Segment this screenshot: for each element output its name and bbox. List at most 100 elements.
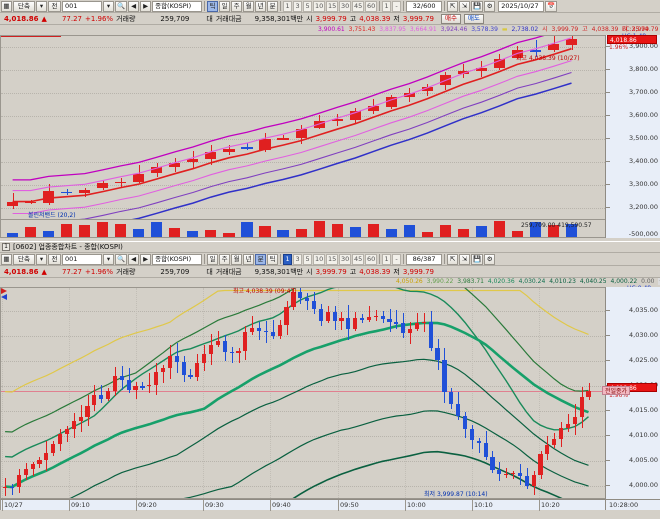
unit-week-button[interactable]: 주 [231, 0, 243, 12]
step-one-button-lower[interactable]: 1 [382, 253, 392, 265]
period-3-lower[interactable]: 3 [293, 253, 303, 265]
unit-day-button[interactable]: 일 [219, 0, 231, 12]
zoom-out-icon-lower[interactable]: ⇱ [447, 253, 459, 265]
zoom-out-icon[interactable]: ⇱ [447, 0, 459, 12]
unit-tick-button[interactable]: 틱 [207, 0, 219, 12]
calendar-icon[interactable]: 📅 [545, 0, 558, 12]
lower-candle-body [167, 356, 172, 368]
unit-tick-button-lower[interactable]: 틱 [267, 253, 279, 265]
quote-price: 4,018.86 [4, 14, 39, 23]
legend-ma-1: 4,050.26 [396, 278, 423, 285]
unit-day-button-lower[interactable]: 일 [207, 253, 219, 265]
chevron-down-icon-lower[interactable]: ▾ [36, 253, 47, 265]
lower-y-tickmark [606, 310, 610, 311]
period-5[interactable]: 5 [303, 0, 313, 12]
upper-candle-body [439, 74, 451, 86]
nav-prev-button-lower[interactable]: ◀ [128, 253, 140, 265]
nav-next-button[interactable]: ▶ [140, 0, 152, 12]
lower-y-tick: 4,035.00 [629, 306, 658, 314]
upper-y-axis[interactable]: 3,900.00 3,800.00 3,700.00 3,600.00 3,500.00… [605, 35, 660, 220]
upper-candle-body [493, 58, 505, 68]
search-icon[interactable]: 🔍 [115, 0, 128, 12]
step-minus-button[interactable]: - [392, 0, 402, 12]
code-input-lower[interactable]: 001 [62, 253, 102, 265]
unit-year-button-lower[interactable]: 년 [243, 253, 255, 265]
chart-overlay-lines [12, 36, 572, 219]
period-45-lower[interactable]: 45 [352, 253, 365, 265]
unit-min-button-lower[interactable]: 분 [255, 253, 267, 265]
symbol-combo[interactable]: 종합(KOSPI) [152, 0, 203, 12]
unit-month-button-lower[interactable]: 월 [231, 253, 243, 265]
upper-plot-area[interactable] [0, 35, 605, 220]
lower-candle-body [510, 473, 516, 475]
lower-low-note: 최저 3,999.87 (10:14) [424, 491, 488, 498]
market-select-lower[interactable]: 전 [48, 253, 61, 265]
chevron-down-icon-code-lower[interactable]: ▾ [103, 253, 114, 265]
step-minus-button-lower[interactable]: - [392, 253, 402, 265]
lower-plot-area[interactable] [0, 287, 605, 499]
period-1-lower[interactable]: 1 [283, 253, 293, 265]
period-30[interactable]: 30 [339, 0, 352, 12]
lower-candle-body [517, 473, 523, 477]
step-one-button[interactable]: 1 [382, 0, 392, 12]
period-1[interactable]: 1 [283, 0, 293, 12]
zoom-in-icon[interactable]: ⇲ [459, 0, 471, 12]
quote-change-pct: +1.96% [84, 14, 114, 23]
gear-icon[interactable]: ⚙ [484, 0, 496, 12]
grid-icon-lower[interactable]: ▦ [1, 253, 12, 265]
period-10[interactable]: 10 [313, 0, 326, 12]
period-60[interactable]: 60 [365, 0, 378, 12]
chevron-down-icon[interactable]: ▾ [36, 0, 47, 12]
sell-button[interactable]: 매도 [463, 13, 484, 24]
legend-ohlc-o: 3,999.79 [551, 26, 579, 33]
period-60-lower[interactable]: 60 [365, 253, 378, 265]
lower-y-tick: 4,030.00 [629, 331, 658, 339]
search-icon-lower[interactable]: 🔍 [115, 253, 128, 265]
date-input[interactable]: 2025/10/27 [498, 0, 545, 12]
quote-arrow-icon: ▲ [41, 14, 47, 23]
gear-icon-lower[interactable]: ⚙ [484, 253, 496, 265]
lower-candle-body [51, 444, 56, 454]
code-input[interactable]: 001 [62, 0, 102, 12]
lower-window-titlebar[interactable]: 1 [0602] 업종종합차트 - 종합(KOSPI) [0, 241, 660, 253]
lower-candle-body [373, 315, 378, 317]
shortcut-label-lower[interactable]: 단축 [13, 253, 35, 265]
legend-ma-4: 4,020.36 [487, 278, 515, 285]
lower-candle-wick [252, 315, 254, 336]
save-icon-lower[interactable]: 💾 [471, 253, 484, 265]
upper-volume-plot[interactable] [0, 220, 605, 238]
save-icon[interactable]: 💾 [471, 0, 484, 12]
zoom-in-icon-lower[interactable]: ⇲ [459, 253, 471, 265]
period-30-lower[interactable]: 30 [339, 253, 352, 265]
period-45[interactable]: 45 [352, 0, 365, 12]
unit-min-button[interactable]: 분 [267, 0, 279, 12]
upper-price-flag: 4,018.86 [607, 35, 657, 44]
lower-candle-wick [341, 312, 343, 331]
upper-volume-y-axis[interactable]: -500,000 [605, 220, 660, 238]
lower-candle-body [359, 318, 365, 320]
grid-icon[interactable]: ▦ [1, 0, 12, 12]
lower-candle-wick [142, 382, 144, 391]
upper-y-tickmark [606, 207, 610, 208]
lower-y-tickmark [606, 435, 610, 436]
shortcut-label[interactable]: 단축 [13, 0, 35, 12]
period-3[interactable]: 3 [293, 0, 303, 12]
period-5-lower[interactable]: 5 [303, 253, 313, 265]
period-15[interactable]: 15 [326, 0, 339, 12]
chevron-down-icon-code[interactable]: ▾ [103, 0, 114, 12]
upper-chart-panel: 3,900.61 3,751.43 3,837.95 3,664.91 3,92… [0, 26, 660, 240]
nav-next-button-lower[interactable]: ▶ [140, 253, 152, 265]
lower-x-axis[interactable]: 10/27 09:10 09:20 09:30 09:40 09:50 10:00 10:10… [0, 499, 605, 511]
lower-candle-body [442, 360, 447, 392]
nav-prev-button[interactable]: ◀ [128, 0, 140, 12]
lower-candle-body [332, 311, 337, 322]
upper-candle-body [115, 181, 127, 184]
period-10-lower[interactable]: 10 [313, 253, 326, 265]
buy-button[interactable]: 매수 [440, 13, 461, 24]
market-select[interactable]: 전 [48, 0, 61, 12]
period-15-lower[interactable]: 15 [326, 253, 339, 265]
unit-week-button-lower[interactable]: 주 [219, 253, 231, 265]
unit-year-button[interactable]: 년 [255, 0, 267, 12]
unit-month-button[interactable]: 월 [243, 0, 255, 12]
symbol-combo-lower[interactable]: 종합(KOSPI) [152, 253, 203, 265]
